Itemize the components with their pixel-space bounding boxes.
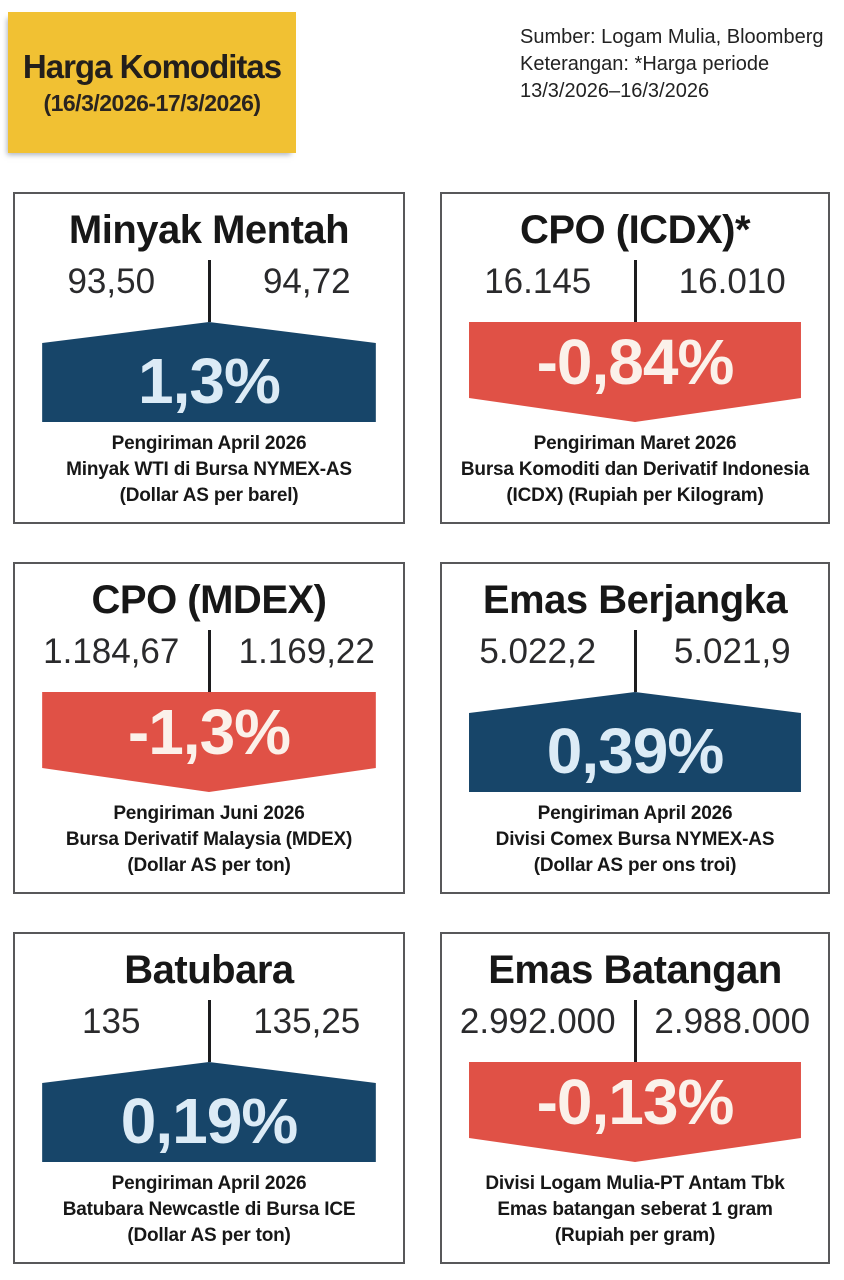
footer-line-1: Pengiriman Maret 2026	[533, 433, 737, 454]
value-divider	[207, 1000, 211, 1062]
footer-line-1: Pengiriman April 2026	[111, 433, 307, 454]
source-note-line-2: Keterangan: *Harga periode	[520, 53, 770, 75]
footer-line-2: Batubara Newcastle di Bursa ICE	[62, 1199, 356, 1220]
price-values: 16.145 16.010	[442, 260, 828, 322]
price-right: 1.169,22	[238, 632, 375, 671]
footer-line-2: Bursa Derivatif Malaysia (MDEX)	[65, 829, 353, 850]
card-title: Emas Batangan	[488, 948, 782, 992]
card-footer: Pengiriman Juni 2026 Bursa Derivatif Mal…	[66, 801, 352, 879]
price-left: 93,50	[67, 262, 156, 301]
price-right: 94,72	[262, 262, 351, 301]
card-title: CPO (ICDX)*	[519, 208, 751, 252]
price-right: 135,25	[253, 1002, 361, 1041]
change-percent: 0,39%	[546, 715, 724, 787]
footer-line-2: Bursa Komoditi dan Derivatif Indonesia	[460, 459, 810, 480]
price-values: 1.184,67 1.169,22	[15, 630, 403, 692]
card-cpo-mdex: CPO (MDEX) 1.184,67 1.169,22 -1,3% Pengi…	[13, 562, 405, 894]
change-percent: -0,84%	[536, 326, 735, 398]
value-divider	[633, 260, 637, 322]
value-divider	[633, 630, 637, 692]
source-note-line-1: Sumber: Logam Mulia, Bloomberg	[520, 26, 824, 48]
card-footer: Pengiriman April 2026 Batubara Newcastle…	[63, 1171, 356, 1249]
card-minyak-mentah: Minyak Mentah 93,50 94,72 1,3% Pengirima…	[13, 192, 405, 524]
price-left: 2.992.000	[459, 1002, 616, 1041]
change-banner-down: -1,3%	[42, 692, 376, 792]
footer-line-3: (ICDX) (Rupiah per Kilogram)	[506, 485, 764, 506]
commodity-grid: Minyak Mentah 93,50 94,72 1,3% Pengirima…	[13, 192, 830, 1264]
card-emas-berjangka: Emas Berjangka 5.022,2 5.021,9 0,39% Pen…	[440, 562, 830, 894]
price-right: 5.021,9	[673, 632, 791, 671]
page-subtitle: (16/3/2026-17/3/2026)	[43, 90, 261, 116]
value-divider	[633, 1000, 637, 1062]
card-title: Minyak Mentah	[68, 208, 350, 252]
card-cpo-icdx: CPO (ICDX)* 16.145 16.010 -0,84% Pengiri…	[440, 192, 830, 524]
change-banner-down: -0,13%	[469, 1062, 801, 1162]
price-values: 2.992.000 2.988.000	[442, 1000, 828, 1062]
price-right: 16.010	[678, 262, 786, 301]
price-left: 1.184,67	[43, 632, 180, 671]
footer-line-2: Divisi Comex Bursa NYMEX-AS	[495, 829, 775, 850]
card-footer: Pengiriman Maret 2026 Bursa Komoditi dan…	[461, 431, 809, 509]
footer-line-2: Minyak WTI di Bursa NYMEX-AS	[66, 459, 352, 480]
card-title: Emas Berjangka	[482, 578, 788, 622]
change-banner-down: -0,84%	[469, 322, 801, 422]
footer-line-3: (Dollar AS per barel)	[119, 485, 299, 506]
price-left: 5.022,2	[479, 632, 597, 671]
card-footer: Divisi Logam Mulia-PT Antam Tbk Emas bat…	[485, 1171, 784, 1249]
change-percent: 1,3%	[138, 345, 281, 417]
header-title-box: Harga Komoditas (16/3/2026-17/3/2026)	[8, 12, 296, 153]
source-note: Sumber: Logam Mulia, Bloomberg Keteranga…	[520, 24, 823, 105]
footer-line-1: Pengiriman April 2026	[537, 803, 733, 824]
card-footer: Pengiriman April 2026 Minyak WTI di Burs…	[66, 431, 352, 509]
source-note-line-3: 13/3/2026–16/3/2026	[520, 80, 710, 102]
footer-line-2: Emas batangan seberat 1 gram	[497, 1199, 773, 1220]
footer-line-1: Pengiriman April 2026	[111, 1173, 307, 1194]
page-title: Harga Komoditas	[22, 48, 282, 85]
card-emas-batangan: Emas Batangan 2.992.000 2.988.000 -0,13%…	[440, 932, 830, 1264]
change-banner-up: 1,3%	[42, 322, 376, 422]
price-values: 93,50 94,72	[15, 260, 403, 322]
card-batubara: Batubara 135 135,25 0,19% Pengiriman Apr…	[13, 932, 405, 1264]
price-left: 16.145	[484, 262, 592, 301]
footer-line-1: Divisi Logam Mulia-PT Antam Tbk	[485, 1173, 785, 1194]
change-banner-up: 0,19%	[42, 1062, 376, 1162]
price-left: 135	[82, 1002, 141, 1041]
value-divider	[207, 630, 211, 692]
footer-line-3: (Rupiah per gram)	[554, 1225, 716, 1246]
price-right: 2.988.000	[654, 1002, 811, 1041]
card-footer: Pengiriman April 2026 Divisi Comex Bursa…	[496, 801, 775, 879]
price-values: 135 135,25	[15, 1000, 403, 1062]
footer-line-1: Pengiriman Juni 2026	[113, 803, 305, 824]
change-banner-up: 0,39%	[469, 692, 801, 792]
card-title: CPO (MDEX)	[91, 578, 328, 622]
change-percent: -0,13%	[536, 1066, 735, 1138]
footer-line-3: (Dollar AS per ton)	[127, 1225, 291, 1246]
footer-line-3: (Dollar AS per ton)	[127, 855, 291, 876]
price-values: 5.022,2 5.021,9	[442, 630, 828, 692]
card-title: Batubara	[124, 948, 294, 992]
change-percent: 0,19%	[120, 1085, 298, 1157]
footer-line-3: (Dollar AS per ons troi)	[533, 855, 737, 876]
value-divider	[207, 260, 211, 322]
change-percent: -1,3%	[127, 696, 291, 768]
